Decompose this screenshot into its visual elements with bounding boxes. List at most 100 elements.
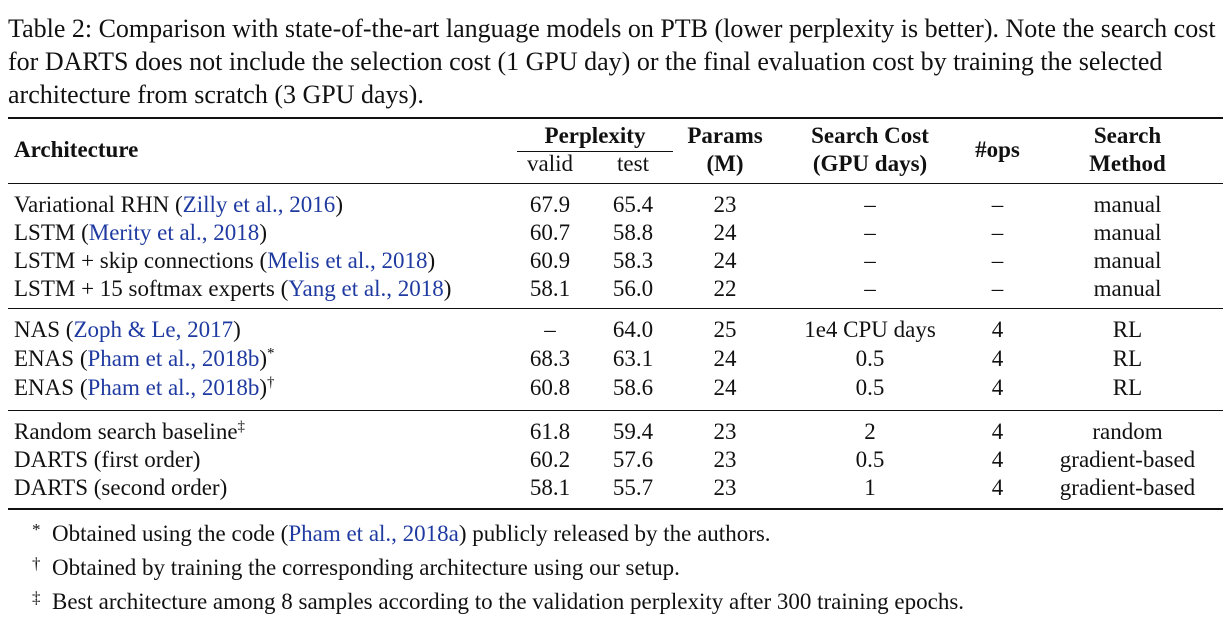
- architecture-name: LSTM: [14, 220, 82, 245]
- cell-architecture: LSTM (Merity et al., 2018): [14, 219, 267, 247]
- cell-valid: 68.3: [529, 346, 571, 371]
- paren-open: (: [259, 248, 268, 273]
- cell-search-cost: 0.5: [855, 346, 885, 371]
- cell-search-cost: 2: [864, 419, 876, 444]
- cell-search-method: manual: [1093, 192, 1162, 217]
- footnote-mark: ‡: [237, 418, 246, 435]
- cell-params: 23: [713, 475, 737, 500]
- citation-link[interactable]: Pham et al., 2018b: [87, 346, 260, 371]
- cell-search-cost: –: [864, 220, 876, 245]
- cell-architecture: ENAS (Pham et al., 2018b)*: [14, 345, 275, 373]
- footnote-mark: *: [267, 345, 275, 362]
- cell-search-cost: –: [864, 192, 876, 217]
- cell-valid: –: [544, 317, 556, 342]
- paren-open: (: [65, 317, 74, 342]
- footnote-text: Obtained by training the corresponding a…: [52, 555, 680, 580]
- header-valid: valid: [527, 151, 573, 176]
- cell-params: 22: [713, 276, 737, 301]
- architecture-name: NAS: [14, 317, 66, 342]
- paren-close: ): [259, 375, 267, 400]
- group-rule: [8, 308, 1223, 309]
- cell-params: 24: [713, 346, 737, 371]
- architecture-name: ENAS: [14, 346, 80, 371]
- architecture-name: ENAS: [14, 375, 80, 400]
- citation-link[interactable]: Zoph & Le, 2017: [73, 317, 234, 342]
- cell-valid: 60.8: [529, 375, 571, 400]
- perplexity-subrule: [517, 151, 673, 152]
- cell-test: 55.7: [612, 475, 654, 500]
- paren-open: (: [81, 220, 89, 245]
- caption-label: Table 2:: [8, 14, 93, 43]
- footnote-item: ‡ Best architecture among 8 samples accor…: [32, 587, 964, 617]
- cell-params: 24: [713, 375, 737, 400]
- cell-search-method: manual: [1093, 248, 1162, 273]
- paren-close: ): [259, 220, 267, 245]
- cell-search-cost: 0.5: [855, 375, 885, 400]
- cell-valid: 67.9: [529, 192, 571, 217]
- architecture-name: LSTM + 15 softmax experts: [14, 276, 281, 301]
- footnote-mark: †: [32, 554, 41, 573]
- cell-valid: 58.1: [529, 276, 571, 301]
- cell-architecture: Variational RHN (Zilly et al., 2016): [14, 191, 343, 219]
- footnote-item: * Obtained using the code (Pham et al., 2…: [32, 519, 771, 549]
- citation-link[interactable]: Pham et al., 2018a: [288, 521, 459, 546]
- cell-valid: 58.1: [529, 475, 571, 500]
- cell-test: 58.8: [612, 220, 654, 245]
- cell-test: 58.3: [612, 248, 654, 273]
- cell-search-method: gradient-based: [1059, 475, 1196, 500]
- cell-ops: 4: [991, 447, 1004, 472]
- paren-open: (: [280, 276, 289, 301]
- header-search-cost-unit: (GPU days): [812, 151, 928, 176]
- header-params: Params: [687, 123, 763, 148]
- paren-close: ): [427, 248, 436, 273]
- footnote-mark: †: [267, 374, 275, 391]
- header-architecture: Architecture: [14, 137, 139, 162]
- citation-link[interactable]: Melis et al., 2018: [267, 248, 428, 273]
- cell-search-method: RL: [1112, 375, 1143, 400]
- cell-test: 65.4: [612, 192, 654, 217]
- header-method: Method: [1089, 151, 1166, 176]
- paren-open: (: [174, 192, 183, 217]
- paren-close: ): [259, 346, 267, 371]
- citation-link[interactable]: Zilly et al., 2016: [182, 192, 336, 217]
- architecture-name: LSTM + skip connections: [14, 248, 260, 273]
- architecture-name: Random search baseline: [14, 419, 238, 444]
- header-perplexity: Perplexity: [544, 123, 646, 148]
- cell-architecture: ENAS (Pham et al., 2018b)†: [14, 374, 275, 402]
- cell-params: 23: [713, 192, 737, 217]
- cell-search-method: gradient-based: [1059, 447, 1196, 472]
- cell-valid: 60.7: [529, 220, 571, 245]
- cell-architecture: Random search baseline‡: [14, 418, 245, 446]
- cell-ops: 4: [991, 317, 1004, 342]
- header-test: test: [617, 151, 649, 176]
- architecture-name: DARTS (second order): [14, 475, 228, 500]
- cell-architecture: DARTS (second order): [14, 474, 227, 502]
- paren-close: ): [443, 276, 452, 301]
- cell-architecture: LSTM + 15 softmax experts (Yang et al., …: [14, 275, 451, 303]
- cell-search-method: RL: [1112, 346, 1143, 371]
- footnote-text: Best architecture among 8 samples accord…: [52, 589, 965, 614]
- header-rule: [8, 183, 1223, 184]
- citation-link[interactable]: Yang et al., 2018: [288, 276, 444, 301]
- architecture-name: DARTS (first order): [14, 447, 201, 472]
- header-ops: #ops: [975, 137, 1020, 162]
- cell-params: 24: [713, 248, 737, 273]
- footnote-mark: ‡: [32, 588, 41, 607]
- paren-open: (: [79, 375, 88, 400]
- citation-link[interactable]: Merity et al., 2018: [88, 220, 260, 245]
- cell-test: 57.6: [612, 447, 654, 472]
- cell-search-cost: 1: [864, 475, 876, 500]
- cell-test: 63.1: [612, 346, 654, 371]
- cell-valid: 60.9: [529, 248, 571, 273]
- cell-search-cost: –: [864, 276, 876, 301]
- citation-link[interactable]: Pham et al., 2018b: [87, 375, 260, 400]
- cell-test: 58.6: [612, 375, 654, 400]
- cell-ops: –: [991, 276, 1004, 301]
- footnote-text: Obtained using the code (: [52, 521, 289, 546]
- cell-search-method: RL: [1112, 317, 1143, 342]
- cell-test: 64.0: [612, 317, 654, 342]
- cell-params: 23: [713, 447, 737, 472]
- cell-params: 25: [713, 317, 737, 342]
- paren-close: ): [233, 317, 241, 342]
